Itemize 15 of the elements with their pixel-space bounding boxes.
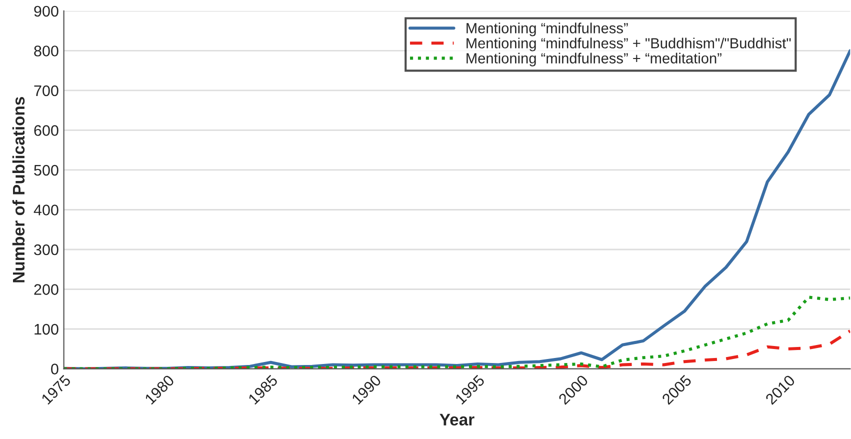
legend-label: Mentioning “mindfulness” + "Buddhism"/"Buddhist" — [466, 38, 791, 52]
y-tick-label: 700 — [34, 85, 58, 96]
y-tick-label: 100 — [34, 324, 58, 335]
y-tick-label: 500 — [34, 164, 58, 176]
x-axis-title: Year — [440, 414, 474, 426]
y-tick-label: 900 — [34, 6, 58, 17]
y-tick-label: 600 — [34, 125, 58, 136]
y-axis-title: Number of Publications — [12, 97, 25, 282]
y-tick-label: 300 — [34, 244, 58, 256]
y-tick-label: 200 — [34, 284, 58, 295]
y-tick-label: 800 — [34, 46, 58, 56]
legend-label: Mentioning “mindfulness” — [466, 22, 628, 36]
y-tick-label: 400 — [34, 204, 58, 216]
y-tick-label: 0 — [51, 364, 58, 374]
legend-label: Mentioning “mindfulness” + “meditation” — [466, 52, 722, 66]
